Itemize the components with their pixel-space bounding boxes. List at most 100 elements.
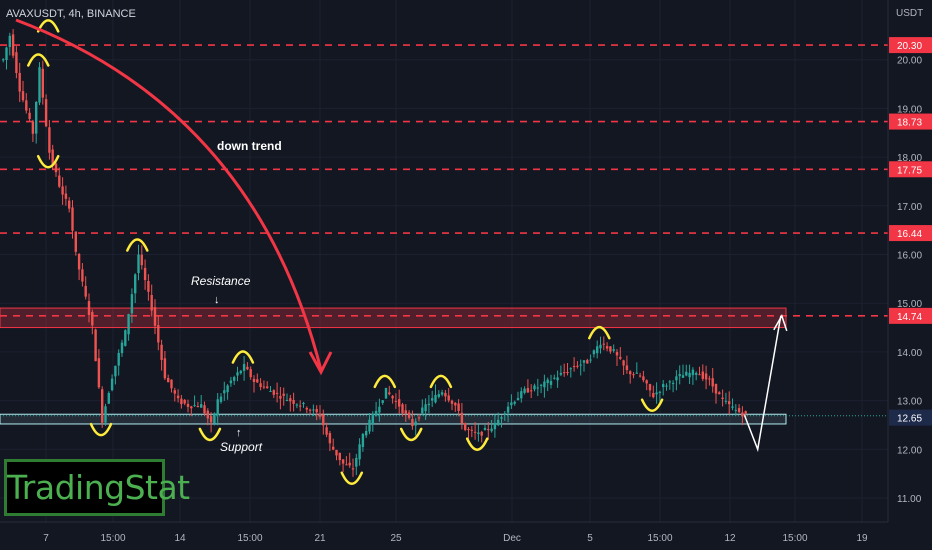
candle-body [414,421,417,426]
candle-body [318,413,322,417]
price-tick-label: 18.00 [897,153,922,164]
candle-body [229,380,233,384]
candle-body [358,444,361,460]
candle-body [480,431,483,436]
candle-body [556,377,559,381]
candle-body [450,400,454,404]
candle-body [437,394,440,397]
support-level-badge: 12.65 [897,414,922,425]
candle-body [8,35,11,48]
candle-body [579,364,582,366]
candle-body [444,392,447,397]
projection-arrow [743,314,788,453]
candle-body [107,392,110,404]
candle-body [454,402,457,406]
candle-body [473,431,477,433]
time-tick-label: Dec [503,533,521,544]
candle-body [655,392,658,395]
symbol-title[interactable]: AVAXUSDT, 4h, BINANCE [6,8,136,20]
candle-body [391,395,394,399]
candle-body [378,406,381,413]
candle-body [262,386,266,388]
candle-body [622,360,625,366]
candle-body [355,457,358,467]
swing-low-marker [89,422,113,437]
resistance-level-badge: 20.30 [897,41,922,52]
candle-body [279,396,282,399]
candle-body [549,381,553,385]
chart-grid [0,0,888,522]
candle-body [470,429,473,431]
candle-body [596,346,599,354]
candle-body [497,419,500,426]
candle-body [586,360,589,364]
candle-body [629,371,632,375]
swing-low-marker [399,427,423,442]
candle-body [173,390,176,394]
candle-body [662,384,665,388]
candle-body [516,398,520,401]
candle-body [612,349,615,351]
candle-body [308,409,312,411]
price-tick-label: 16.00 [897,251,922,262]
candle-body [200,404,203,408]
candle-body [477,432,480,435]
candle-body [91,312,94,326]
candle-body [15,52,18,74]
candle-body [421,407,424,414]
candle-body [744,411,747,414]
candle-body [711,378,714,387]
candle-body [533,385,536,390]
candle-body [520,391,523,399]
time-tick-label: 7 [43,533,49,544]
candle-body [101,389,104,423]
candle-body [97,358,101,388]
candle-body [246,366,249,370]
candle-body [272,390,275,395]
candle-body [134,274,137,294]
candle-body [513,401,516,404]
candle-body [572,365,576,368]
candlestick-series [2,29,747,477]
resistance-pointer: ↓ [214,294,220,306]
candle-body [348,462,351,466]
swing-markers [27,19,664,485]
candle-body [322,414,325,426]
candle-body [11,34,15,56]
candle-body [143,267,147,281]
swing-low-marker [465,437,489,451]
candle-body [394,400,398,402]
candle-body [266,386,269,388]
time-tick-label: 14 [174,533,186,544]
candle-body [457,403,460,411]
resistance-level-badge-bg [889,225,932,242]
candle-body [635,372,638,374]
candle-body [84,285,87,297]
candle-body [417,417,421,419]
candle-body [675,376,678,381]
time-tick-label: 21 [314,533,326,544]
resistance-level-badge-bg [889,113,932,130]
price-tick-label: 17.00 [897,202,922,213]
time-tick-label: 5 [587,533,593,544]
resistance-levels [0,44,888,317]
candle-body [411,419,414,427]
candle-body [167,378,170,383]
candle-body [685,371,688,376]
candle-body [714,383,718,394]
candle-body [638,375,642,377]
candle-body [77,253,81,270]
candle-body [724,400,728,402]
candle-body [137,254,140,274]
candle-body [431,398,434,401]
price-tick-label: 20.00 [897,56,922,67]
candle-body [252,378,256,382]
candle-body [688,372,691,378]
candle-body [157,325,160,343]
candle-body [328,433,332,444]
candle-body [530,390,533,392]
time-tick-label: 19 [856,533,868,544]
candle-body [206,410,209,419]
